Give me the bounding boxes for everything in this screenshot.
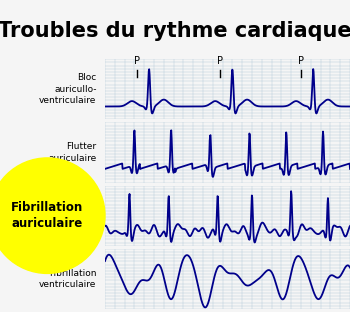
Text: Troubles du rythme cardiaque: Troubles du rythme cardiaque bbox=[0, 21, 350, 41]
Text: P: P bbox=[217, 56, 223, 66]
Text: Fibrillation
ventriculaire: Fibrillation ventriculaire bbox=[39, 269, 97, 289]
Text: Fibrillation
auriculaire: Fibrillation auriculaire bbox=[11, 201, 83, 230]
Text: Bloc
auricullo-
ventriculaire: Bloc auricullo- ventriculaire bbox=[39, 73, 97, 105]
Text: P: P bbox=[298, 56, 304, 66]
Ellipse shape bbox=[0, 158, 105, 273]
Text: Flutter
auriculaire: Flutter auriculaire bbox=[48, 142, 97, 163]
Text: P: P bbox=[134, 56, 140, 66]
